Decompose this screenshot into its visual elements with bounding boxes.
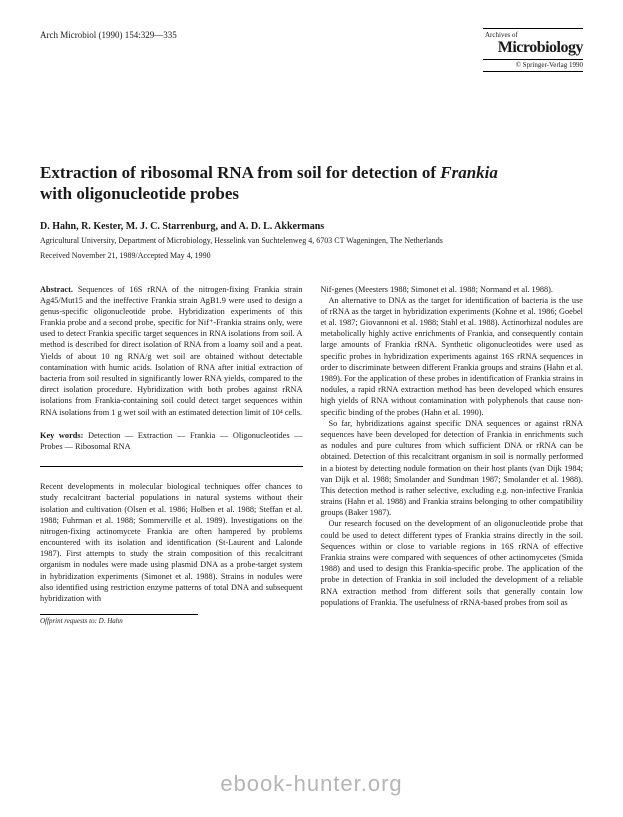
watermark: ebook-hunter.org <box>220 771 402 797</box>
title-italic: Frankia <box>440 163 498 182</box>
abstract-label: Abstract. <box>40 285 73 294</box>
journal-box: Archives of Microbiology © Springer-Verl… <box>483 28 583 72</box>
affiliation: Agricultural University, Department of M… <box>40 236 583 245</box>
right-column: Nif-genes (Meesters 1988; Simonet et al.… <box>321 284 584 627</box>
right-p1: Nif-genes (Meesters 1988; Simonet et al.… <box>321 284 584 295</box>
abstract: Abstract. Sequences of 16S rRNA of the n… <box>40 284 303 418</box>
authors: D. Hahn, R. Kester, M. J. C. Starrenburg… <box>40 221 583 232</box>
section-divider <box>40 466 303 467</box>
copyright: © Springer-Verlag 1990 <box>483 59 583 69</box>
right-p2: An alternative to DNA as the target for … <box>321 295 584 418</box>
journal-prefix: Archives of <box>483 31 583 39</box>
intro-paragraph: Recent developments in molecular biologi… <box>40 481 303 604</box>
abstract-text: Sequences of 16S rRNA of the nitrogen-fi… <box>40 285 303 417</box>
right-p4: Our research focused on the development … <box>321 518 584 608</box>
right-p3: So far, hybridizations against specific … <box>321 418 584 519</box>
journal-name: Microbiology <box>483 39 583 57</box>
keywords: Key words: Detection — Extraction — Fran… <box>40 430 303 452</box>
article-title: Extraction of ribosomal RNA from soil fo… <box>40 162 583 205</box>
offprint-note: Offprint requests to: D. Hahn <box>40 614 198 626</box>
title-part1: Extraction of ribosomal RNA from soil fo… <box>40 163 440 182</box>
citation: Arch Microbiol (1990) 154:329—335 <box>40 28 177 40</box>
received-date: Received November 21, 1989/Accepted May … <box>40 251 583 260</box>
title-part2: with oligonucleotide probes <box>40 184 239 203</box>
keywords-label: Key words: <box>40 431 83 440</box>
left-column: Abstract. Sequences of 16S rRNA of the n… <box>40 284 303 627</box>
